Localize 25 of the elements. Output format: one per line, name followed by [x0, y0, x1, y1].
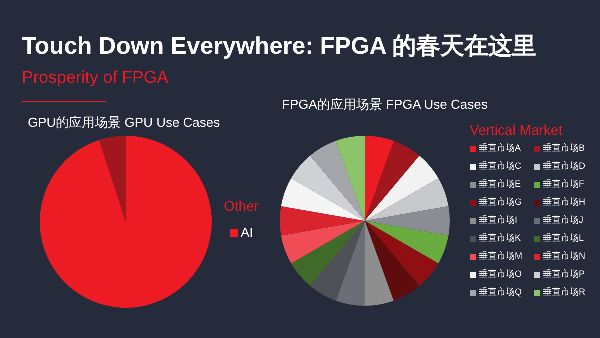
legend-label: 垂直市场L [543, 232, 584, 245]
legend-label: 垂直市场G [479, 196, 522, 209]
legend-label: AI [241, 225, 254, 240]
legend-label: 垂直市场O [479, 268, 522, 281]
legend-label: 垂直市场D [543, 160, 586, 173]
legend-label: 垂直市场E [479, 178, 522, 191]
chart-title: GPU的应用场景 GPU Use Cases [28, 114, 220, 132]
chart-title: FPGA的应用场景 FPGA Use Cases [282, 96, 488, 114]
text: Touch Down Everywhere: FPGA 的春天在这里 [22, 32, 537, 62]
legend-label: 垂直市场R [543, 286, 586, 299]
legend-label: 垂直市场F [543, 178, 584, 191]
legend-label: 垂直市场J [543, 214, 584, 227]
legend-title: Vertical Market [470, 122, 563, 138]
legend-label: 垂直市场N [543, 250, 586, 263]
legend-label: 垂直市场A [479, 142, 522, 155]
legend-label: 垂直市场H [543, 196, 586, 209]
legend-label: 垂直市场M [479, 250, 522, 263]
legend-label: 垂直市场C [479, 160, 522, 173]
legend-label: 垂直市场Q [479, 286, 522, 299]
legend-label: 垂直市场P [543, 268, 586, 281]
text: Prosperity of FPGA [22, 68, 168, 88]
legend-label: 垂直市场K [479, 232, 522, 245]
legend-title: Other [224, 198, 260, 214]
legend-label: 垂直市场B [543, 142, 586, 155]
legend-label: 垂直市场I [479, 214, 518, 227]
